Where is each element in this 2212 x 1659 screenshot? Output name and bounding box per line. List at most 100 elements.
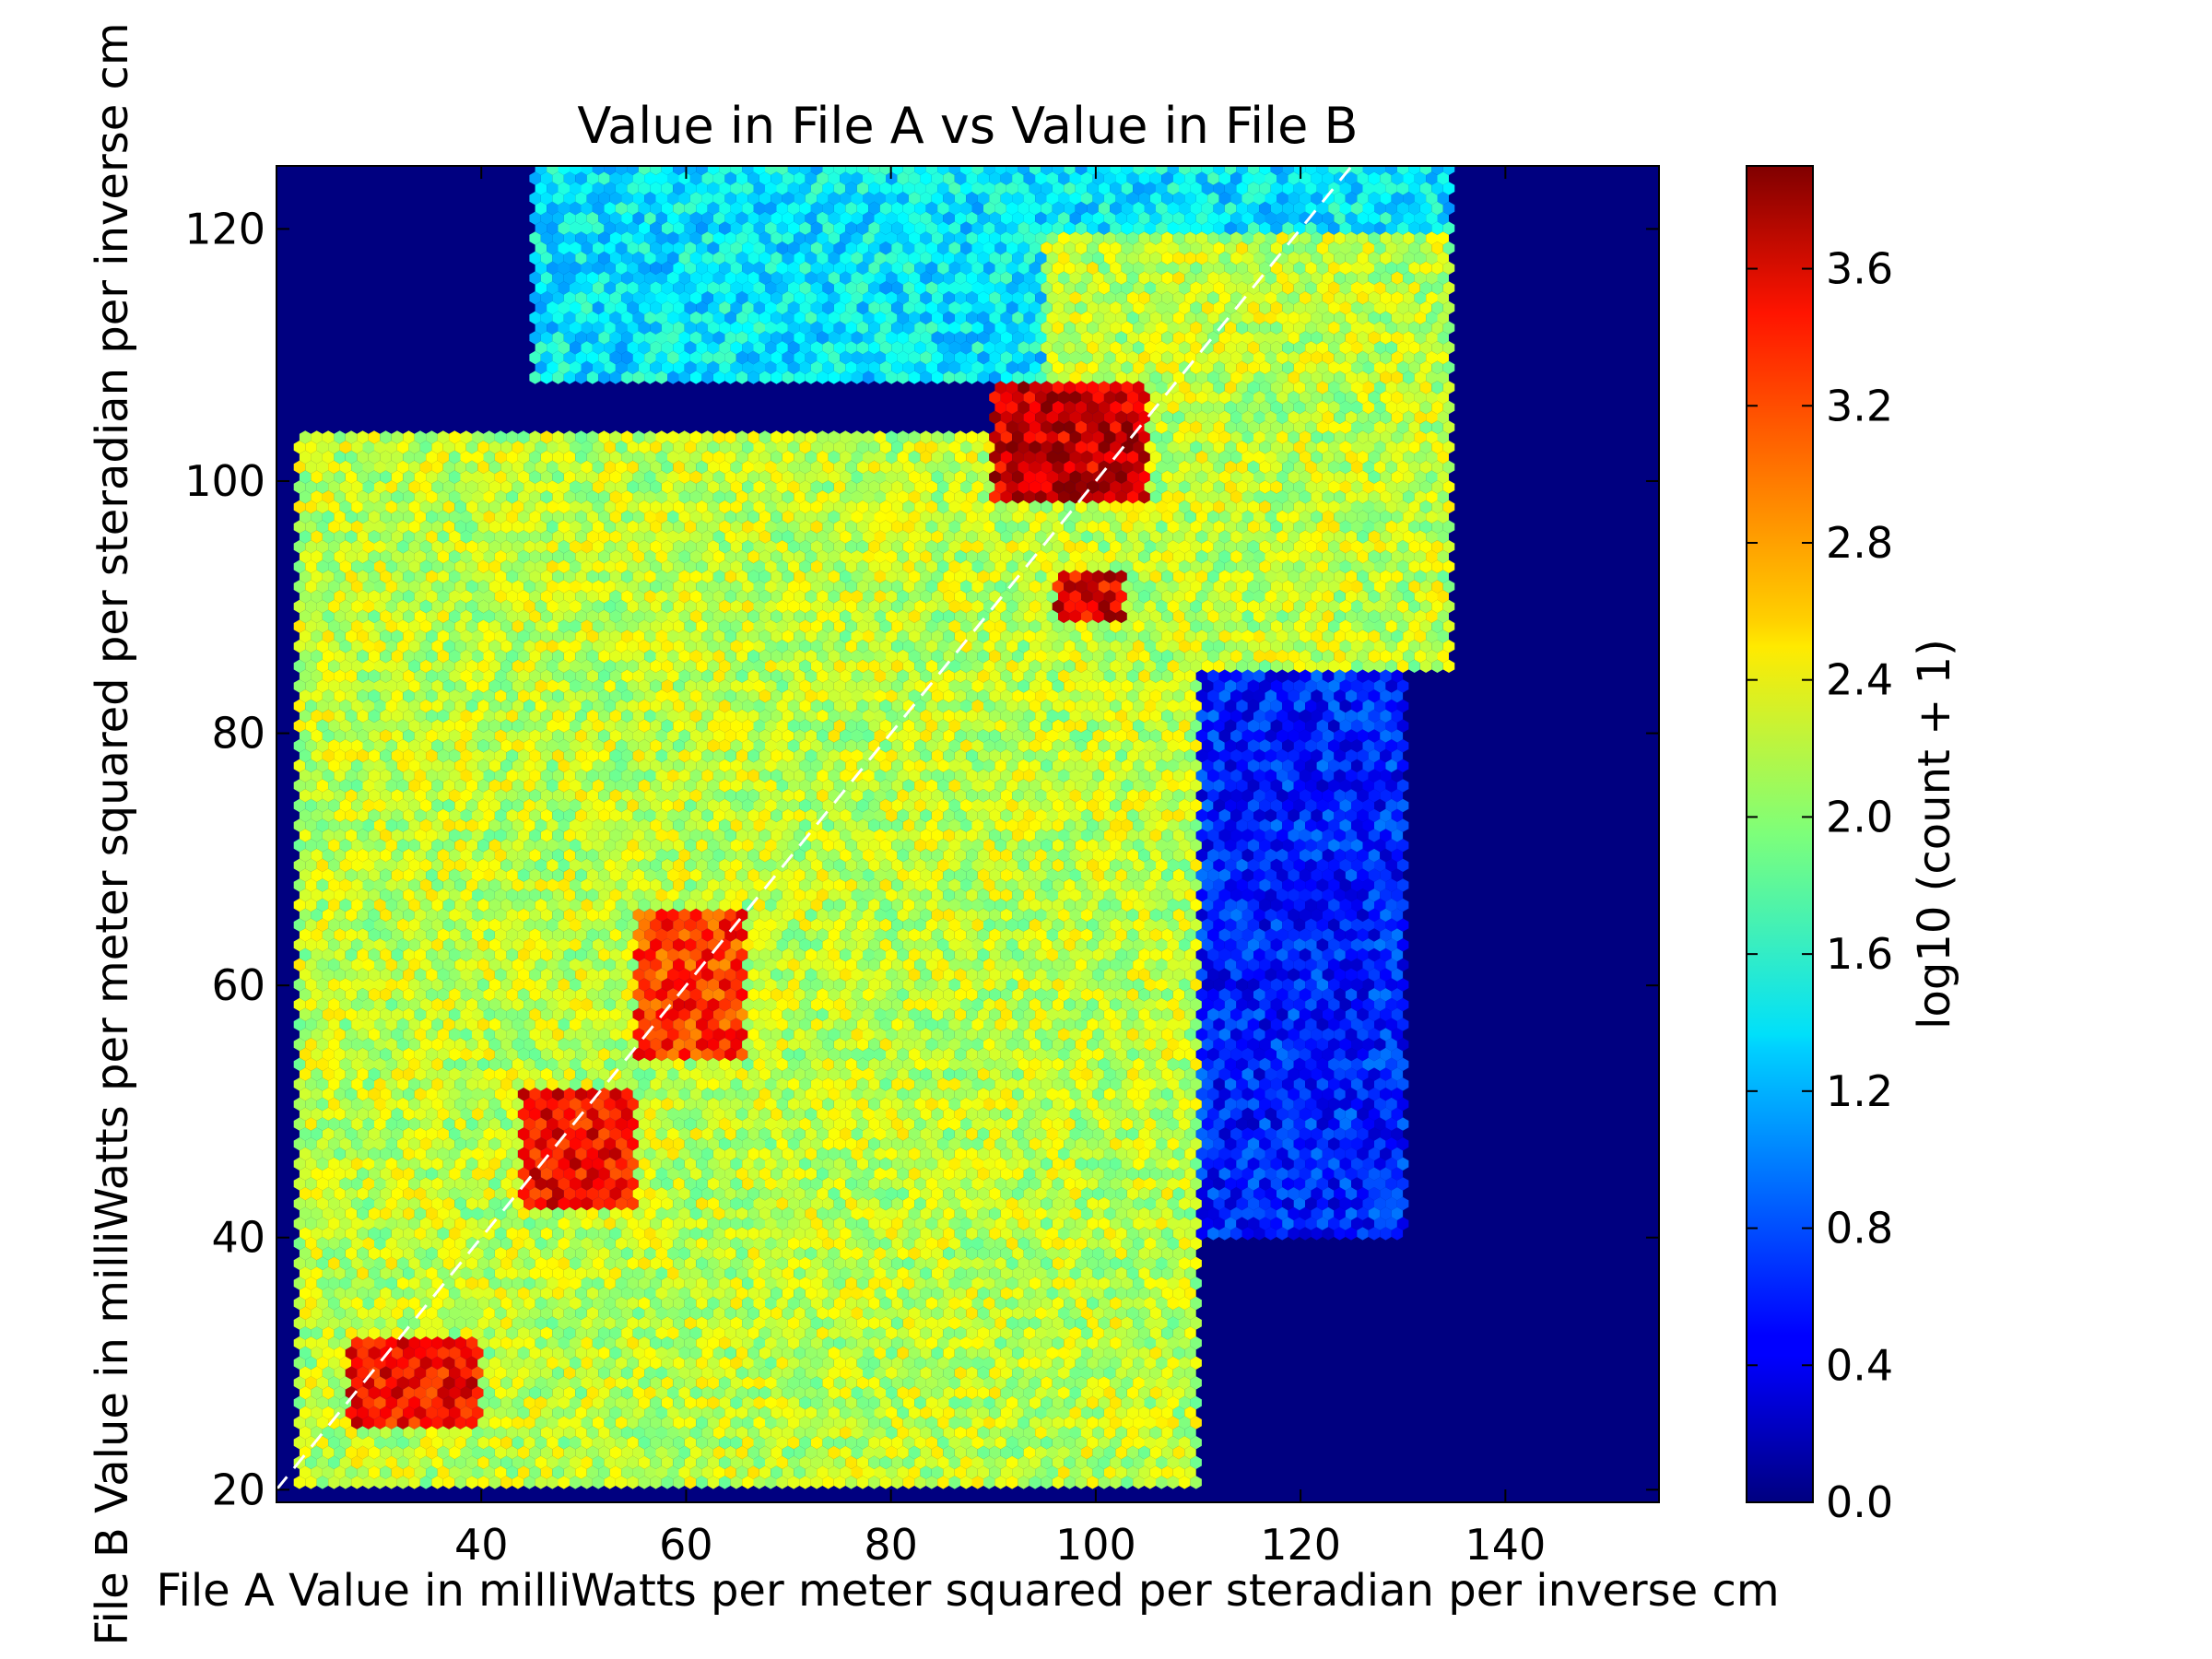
hex-bin: [426, 1426, 438, 1440]
hex-bin: [644, 1465, 656, 1479]
hex-bin: [339, 1476, 352, 1489]
hex-bin: [494, 1406, 507, 1419]
hex-bin: [908, 1465, 921, 1479]
hex-bin: [586, 1366, 599, 1380]
hex-bin: [570, 1476, 582, 1489]
hex-bin: [586, 1445, 599, 1460]
hex-bin: [1161, 1445, 1173, 1460]
hex-bin: [374, 1416, 386, 1430]
hex-bin: [517, 1465, 530, 1479]
hex-bin: [1115, 1445, 1127, 1460]
hex-bin: [1167, 1395, 1179, 1410]
hex-bin: [1081, 1386, 1093, 1400]
hex-bin: [615, 1455, 628, 1469]
hex-bin: [408, 1395, 420, 1410]
hex-bin: [822, 1395, 834, 1410]
hex-bin: [1012, 1366, 1024, 1380]
hex-bin: [535, 1476, 547, 1489]
hex-bin: [863, 1445, 875, 1460]
hex-bin: [339, 1436, 352, 1450]
hex-bin: [902, 1395, 915, 1410]
hex-bin: [1029, 1455, 1041, 1469]
hex-bin: [787, 1476, 800, 1489]
hex-bin: [908, 1406, 921, 1419]
hex-bin: [472, 1406, 484, 1419]
hex-bin: [1098, 1416, 1111, 1430]
hex-bin: [351, 1436, 363, 1450]
hex-bin: [454, 1416, 466, 1430]
hex-bin: [563, 1465, 576, 1479]
hex-bin: [299, 1465, 312, 1479]
hex-bin: [678, 1465, 690, 1479]
hex-bin: [437, 1426, 450, 1440]
hex-bin: [1012, 1386, 1024, 1400]
hex-bin: [840, 1445, 852, 1460]
hex-bin: [524, 1476, 535, 1489]
hex-bin: [1144, 1455, 1156, 1469]
hex-bin: [1035, 1426, 1047, 1440]
hex-bin: [966, 1386, 978, 1400]
hex-bin: [782, 1366, 794, 1380]
hex-bin: [1041, 1476, 1053, 1489]
hex-bin: [1103, 1366, 1116, 1380]
hex-bin: [328, 1436, 340, 1450]
hex-bin: [500, 1476, 512, 1489]
hex-bin: [586, 1386, 599, 1400]
hex-bin: [1179, 1455, 1191, 1469]
hex-bin: [488, 1356, 501, 1370]
hex-bin: [920, 1465, 932, 1479]
hex-bin: [1052, 1376, 1065, 1390]
hex-bin: [1103, 1445, 1116, 1460]
hex-bin: [689, 1366, 702, 1380]
hex-bin: [977, 1426, 990, 1440]
hex-bin: [886, 1406, 898, 1419]
hex-bin: [472, 1386, 484, 1400]
hex-bin: [1064, 1436, 1076, 1450]
hex-bin: [460, 1445, 472, 1460]
hex-bin: [689, 1426, 702, 1440]
hex-bin: [609, 1445, 622, 1460]
hex-bin: [368, 1426, 381, 1440]
hex-bin: [598, 1406, 610, 1419]
hex-bin: [316, 1436, 329, 1450]
hex-bin: [299, 1366, 312, 1380]
hex-bin: [925, 1455, 938, 1469]
hex-bin: [535, 1436, 547, 1450]
hex-bin: [442, 1376, 455, 1390]
hex-bin: [897, 1445, 909, 1460]
hex-bin: [403, 1386, 415, 1400]
hex-bin: [1012, 1406, 1024, 1419]
hex-bin: [833, 1416, 846, 1430]
hex-bin: [712, 1445, 725, 1460]
hex-bin: [828, 1386, 841, 1400]
hex-bin: [615, 1356, 628, 1370]
hex-bin: [368, 1386, 381, 1400]
hex-bin: [983, 1455, 995, 1469]
hex-bin: [1075, 1416, 1088, 1430]
hex-bin: [1149, 1465, 1162, 1479]
hex-bin: [581, 1476, 593, 1489]
hex-bin: [592, 1376, 605, 1390]
hex-bin: [931, 1366, 944, 1380]
hex-bin: [351, 1376, 363, 1390]
hex-bin: [799, 1436, 811, 1450]
hex-bin: [604, 1395, 616, 1410]
hex-bin: [1000, 1366, 1013, 1380]
hex-bin: [592, 1476, 605, 1489]
hex-bin: [914, 1395, 926, 1410]
hex-bin: [879, 1395, 892, 1410]
hex-bin: [891, 1376, 903, 1390]
hex-bin: [886, 1426, 898, 1440]
hex-bin: [902, 1376, 915, 1390]
hex-bin: [828, 1406, 841, 1419]
hex-bin: [920, 1366, 932, 1380]
hexbin-layer: [293, 166, 1455, 1489]
hex-bin: [615, 1395, 628, 1410]
hex-bin: [840, 1426, 852, 1440]
hex-bin: [615, 1436, 628, 1450]
hex-bin: [863, 1386, 875, 1400]
hex-bin: [1156, 1476, 1168, 1489]
hex-bin: [724, 1426, 736, 1440]
hex-bin: [1092, 1366, 1104, 1380]
hex-bin: [810, 1436, 823, 1450]
